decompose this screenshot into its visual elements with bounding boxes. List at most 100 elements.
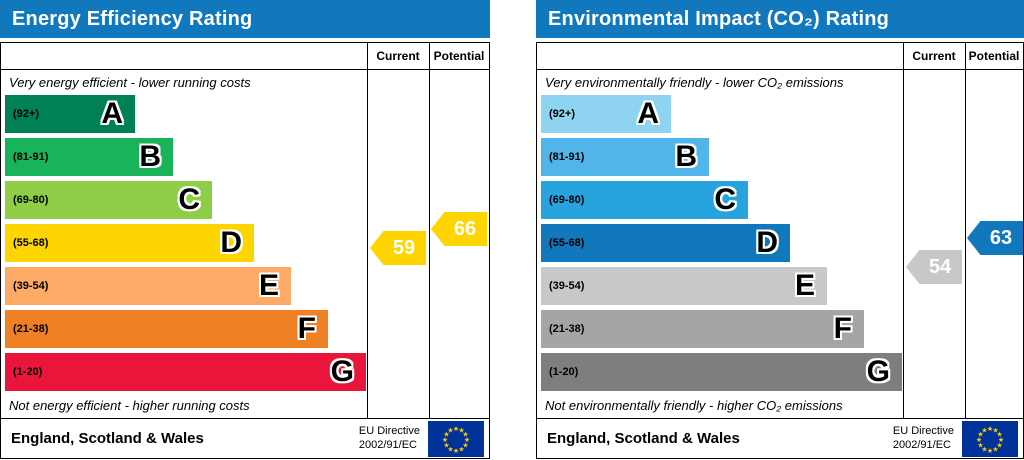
band-row-e: (39-54) E: [5, 267, 367, 305]
potential-rating-arrow: 63: [967, 221, 1023, 255]
current-column-header: Current: [376, 49, 420, 63]
band-letter: F: [833, 312, 852, 345]
svg-text:★: ★: [464, 436, 470, 444]
energy-panel-title: Energy Efficiency Rating: [12, 7, 253, 30]
svg-text:★: ★: [987, 447, 993, 455]
eu-flag-icon: ★ ★ ★ ★ ★ ★ ★ ★ ★ ★ ★ ★: [962, 420, 1018, 457]
environmental-title-bar: Environmental Impact (CO₂) Rating: [536, 0, 1024, 38]
band-bar-g: (1-20) G: [5, 353, 366, 391]
band-row-g: (1-20) G: [5, 353, 367, 391]
band-row-f: (21-38) F: [541, 310, 903, 348]
band-range-label: (81-91): [13, 151, 49, 163]
svg-text:★: ★: [977, 430, 983, 438]
svg-text:★: ★: [447, 445, 453, 453]
band-row-b: (81-91) B: [5, 138, 367, 176]
band-letter: C: [714, 183, 736, 216]
svg-text:★: ★: [453, 425, 459, 433]
band-letter: G: [330, 355, 354, 388]
current-column-header: Current: [912, 49, 956, 63]
band-letter: D: [756, 226, 778, 259]
bottom-note: Not environmentally friendly - higher CO…: [545, 398, 843, 413]
svg-text:★: ★: [442, 436, 448, 444]
environmental-panel-title: Environmental Impact (CO₂) Rating: [548, 7, 890, 30]
eu-flag-icon: ★ ★ ★ ★ ★ ★ ★ ★ ★ ★ ★ ★: [428, 420, 484, 457]
band-bar-c: (69-80) C: [541, 181, 748, 219]
band-bar-f: (21-38) F: [5, 310, 328, 348]
current-rating-value: 59: [392, 236, 416, 259]
band-row-e: (39-54) E: [541, 267, 903, 305]
band-row-f: (21-38) F: [5, 310, 367, 348]
svg-text:★: ★: [453, 447, 459, 455]
band-letter: D: [220, 226, 242, 259]
band-range-label: (69-80): [13, 194, 49, 206]
band-range-label: (1-20): [549, 366, 579, 378]
band-letter: A: [101, 97, 123, 130]
band-letter: B: [139, 140, 161, 173]
band-range-label: (55-68): [549, 237, 585, 249]
band-range-label: (21-38): [13, 323, 49, 335]
svg-text:★: ★: [443, 441, 449, 449]
band-letter: E: [258, 269, 279, 302]
potential-column-divider: [965, 43, 966, 418]
eu-directive-label: EU Directive 2002/91/EC: [892, 424, 954, 451]
svg-text:★: ★: [996, 441, 1002, 449]
current-column-divider: [367, 43, 368, 418]
environmental-chart-box: Current Potential Very environmentally f…: [536, 42, 1024, 419]
band-range-label: (1-20): [13, 366, 43, 378]
svg-text:★: ★: [992, 426, 998, 434]
current-rating-arrow: 54: [906, 250, 962, 284]
svg-text:★: ★: [447, 426, 453, 434]
band-row-g: (1-20) G: [541, 353, 903, 391]
top-note: Very energy efficient - lower running co…: [9, 75, 251, 90]
svg-text:★: ★: [458, 426, 464, 434]
band-range-label: (21-38): [549, 323, 585, 335]
band-bar-b: (81-91) B: [541, 138, 709, 176]
potential-rating-arrow: 66: [431, 212, 487, 246]
bands: (92+) A (81-91) B (69-80) C (55-68) D (39-54) E (2…: [5, 95, 367, 396]
current-rating-arrow: 59: [370, 231, 426, 265]
eu-directive-label: EU Directive 2002/91/EC: [358, 424, 420, 451]
band-row-d: (55-68) D: [5, 224, 367, 262]
svg-text:★: ★: [981, 445, 987, 453]
band-range-label: (81-91): [549, 151, 585, 163]
footer-region-label: England, Scotland & Wales: [547, 430, 740, 447]
band-row-d: (55-68) D: [541, 224, 903, 262]
svg-text:★: ★: [992, 445, 998, 453]
band-letter: C: [178, 183, 200, 216]
band-range-label: (69-80): [549, 194, 585, 206]
potential-column-divider: [429, 43, 430, 418]
band-letter: F: [297, 312, 316, 345]
potential-column-header: Potential: [433, 49, 485, 63]
band-row-c: (69-80) C: [541, 181, 903, 219]
svg-text:★: ★: [976, 436, 982, 444]
energy-title-bar: Energy Efficiency Rating: [0, 0, 490, 38]
bottom-note: Not energy efficient - higher running co…: [9, 398, 250, 413]
band-range-label: (39-54): [549, 280, 585, 292]
band-bar-e: (39-54) E: [5, 267, 291, 305]
potential-rating-value: 66: [453, 217, 477, 240]
svg-text:★: ★: [458, 445, 464, 453]
svg-text:★: ★: [977, 441, 983, 449]
band-row-a: (92+) A: [541, 95, 903, 133]
bands: (92+) A (81-91) B (69-80) C (55-68) D (39-54) E (2…: [541, 95, 903, 396]
band-letter: B: [675, 140, 697, 173]
band-bar-e: (39-54) E: [541, 267, 827, 305]
current-column-divider: [903, 43, 904, 418]
panel-footer: England, Scotland & Wales EU Directive 2…: [0, 418, 490, 459]
top-note: Very environmentally friendly - lower CO…: [545, 75, 844, 90]
svg-text:★: ★: [462, 441, 468, 449]
energy-chart-box: Current Potential Very energy efficient …: [0, 42, 490, 419]
footer-region-label: England, Scotland & Wales: [11, 430, 204, 447]
band-range-label: (39-54): [13, 280, 49, 292]
band-bar-a: (92+) A: [5, 95, 135, 133]
panel-footer: England, Scotland & Wales EU Directive 2…: [536, 418, 1024, 459]
band-range-label: (92+): [549, 108, 575, 120]
band-range-label: (92+): [13, 108, 39, 120]
potential-column-header: Potential: [968, 49, 1020, 63]
band-bar-c: (69-80) C: [5, 181, 212, 219]
band-bar-d: (55-68) D: [5, 224, 254, 262]
band-letter: A: [637, 97, 659, 130]
current-rating-value: 54: [928, 255, 952, 278]
band-bar-g: (1-20) G: [541, 353, 902, 391]
svg-text:★: ★: [987, 425, 993, 433]
